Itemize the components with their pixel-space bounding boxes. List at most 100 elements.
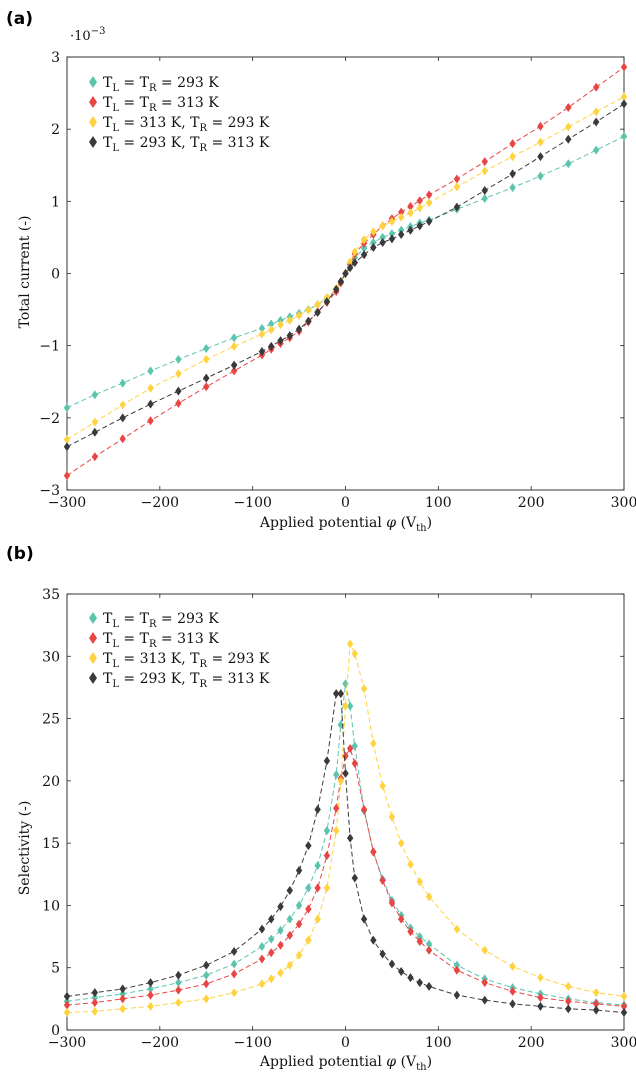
data-point (360, 914, 368, 924)
panel-b-legend-entry-1: TL = TR = 293 K (89, 611, 219, 630)
legend-b1-pre: T (103, 611, 113, 627)
y-tick-label: −1 (39, 339, 60, 355)
y-tick-label: −3 (39, 483, 60, 499)
data-point (277, 320, 284, 330)
series-line (66, 96, 625, 440)
data-point (537, 121, 544, 131)
data-point (565, 981, 572, 991)
y-tick-label: 30 (42, 649, 60, 665)
data-point (147, 984, 154, 994)
data-point (351, 258, 358, 268)
data-point (407, 973, 414, 983)
data-point (203, 994, 210, 1004)
data-point (230, 360, 238, 370)
panel-a-legend-entry-1: TL = TR = 293 K (89, 75, 219, 94)
y-tick-label: 0 (51, 1023, 60, 1039)
panel-a-xlabel-unit-sub: th (416, 523, 427, 534)
data-point (416, 877, 423, 887)
data-point (398, 914, 405, 924)
data-point (509, 169, 516, 179)
data-point (91, 390, 99, 400)
data-point (119, 994, 126, 1004)
data-point (295, 919, 303, 929)
data-point (91, 993, 99, 1003)
data-point (333, 284, 340, 294)
data-point (277, 925, 284, 935)
data-point (258, 979, 266, 989)
data-point (407, 927, 414, 937)
data-point (388, 812, 396, 822)
data-point (230, 366, 238, 376)
data-point (416, 221, 423, 231)
data-point (333, 826, 340, 836)
y-tick-label: 5 (51, 961, 60, 977)
y-tick-label: −2 (39, 411, 60, 427)
data-point (481, 157, 488, 167)
legend-b1-sub1: L (112, 619, 119, 630)
x-tick-label: 100 (425, 495, 452, 511)
data-point (147, 366, 154, 376)
panel-a-xlabel-unit: (V (401, 515, 417, 531)
x-tick-label: 100 (425, 1035, 452, 1051)
legend-b4-post: = 313 K (207, 671, 270, 687)
data-point (425, 945, 433, 955)
data-point (63, 1000, 71, 1010)
legend-b3-pre: T (103, 651, 113, 667)
panel-a-xlabel-unit-suffix: ) (427, 515, 432, 531)
panel-a-xlabel-symbol: φ (386, 515, 396, 531)
data-point (425, 939, 433, 949)
y-tick-label: 10 (42, 898, 60, 914)
data-point (425, 190, 433, 200)
data-point (63, 1008, 71, 1018)
y-tick-label: 15 (42, 836, 60, 852)
data-point (268, 319, 275, 329)
data-point (565, 103, 572, 113)
data-point (620, 62, 628, 72)
data-point (342, 269, 349, 278)
data-point (398, 230, 405, 240)
x-tick-label: −100 (233, 1035, 271, 1051)
data-point (63, 403, 71, 413)
data-point (147, 383, 154, 393)
series-4 (63, 99, 628, 452)
data-point (258, 924, 266, 934)
series-line (66, 103, 625, 448)
data-point (175, 386, 182, 396)
panel-a-exponent: ·10−3 (70, 26, 105, 44)
data-point (295, 310, 303, 320)
legend-a1-pre: T (103, 75, 113, 91)
data-point (286, 885, 293, 895)
data-point (337, 689, 345, 699)
panel-a-legend-entry-3: TL = 313 K, TR = 293 K (89, 115, 270, 134)
legend-a4-pre: T (103, 135, 113, 151)
data-point (295, 950, 303, 960)
data-point (258, 323, 266, 333)
x-tick-label: 0 (341, 1035, 350, 1051)
data-point (620, 131, 628, 141)
data-point (537, 973, 544, 983)
panel-b-xlabel-text: Applied potential (259, 1054, 382, 1070)
data-point (379, 232, 386, 242)
data-point (351, 758, 358, 768)
data-point (346, 833, 354, 843)
legend-a1-mid: = T (119, 75, 150, 91)
data-point (379, 949, 386, 959)
data-point (351, 741, 358, 751)
data-point (509, 961, 516, 971)
panel-a-plot: −300 −200 −100 0 100 200 300 −3 −2 −1 0 1 2 3 (39, 50, 636, 511)
data-point (407, 201, 414, 211)
data-point (175, 354, 182, 364)
y-tick-label: 2 (51, 122, 60, 138)
data-point (360, 243, 368, 253)
data-point (509, 139, 516, 149)
data-point (203, 382, 210, 392)
legend-b1-sub2: R (149, 619, 157, 630)
panel-b-legend-marker-3 (89, 652, 97, 664)
data-point (323, 756, 331, 766)
legend-a1-sub1: L (112, 83, 119, 94)
data-point (314, 805, 321, 815)
data-point (379, 781, 386, 791)
svg-text:TL = 293 K, TR = 313 K: TL = 293 K, TR = 313 K (103, 135, 270, 154)
data-point (370, 243, 377, 253)
panel-a-xlabel: Applied potential φ (Vth) (259, 515, 432, 534)
